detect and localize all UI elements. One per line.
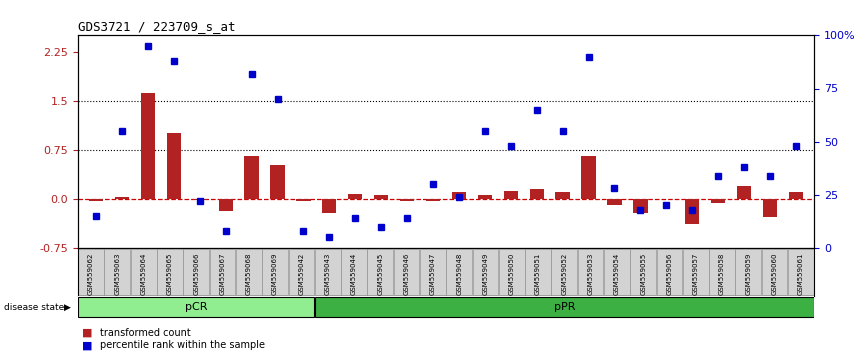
Text: ■: ■ (82, 328, 93, 338)
Bar (192, 199, 207, 200)
Text: GSM559067: GSM559067 (220, 253, 225, 295)
Bar (78, 249, 104, 295)
Bar (131, 249, 157, 295)
Bar (685, 199, 700, 224)
Text: pPR: pPR (553, 302, 575, 312)
Bar (762, 249, 787, 295)
Text: GSM559050: GSM559050 (508, 253, 514, 295)
Bar (504, 191, 518, 199)
Bar (683, 249, 708, 295)
Text: GSM559045: GSM559045 (378, 253, 384, 295)
Bar (499, 249, 525, 295)
Text: GSM559056: GSM559056 (667, 253, 672, 295)
Bar (236, 249, 262, 295)
Bar (578, 249, 604, 295)
Text: disease state: disease state (4, 303, 65, 312)
Bar (141, 93, 155, 199)
Bar (218, 199, 233, 211)
Bar (78, 297, 314, 318)
Bar (789, 192, 803, 199)
Bar (288, 249, 314, 295)
Bar (89, 199, 103, 201)
Bar (446, 249, 472, 295)
Text: GSM559068: GSM559068 (246, 253, 252, 295)
Bar (367, 249, 393, 295)
Bar (400, 199, 414, 201)
Text: GSM559058: GSM559058 (719, 253, 725, 295)
Text: GSM559042: GSM559042 (299, 253, 304, 295)
Bar (555, 192, 570, 199)
Text: GSM559066: GSM559066 (193, 253, 199, 295)
Bar (420, 249, 446, 295)
Text: GSM559047: GSM559047 (430, 253, 436, 295)
Text: GSM559052: GSM559052 (561, 253, 567, 295)
Text: GSM559043: GSM559043 (325, 253, 331, 295)
Text: GSM559053: GSM559053 (588, 253, 593, 295)
Bar (788, 249, 814, 295)
Text: GSM559069: GSM559069 (272, 253, 278, 295)
Text: transformed count: transformed count (100, 328, 191, 338)
Bar (157, 249, 183, 295)
Bar (452, 192, 466, 199)
Bar (105, 249, 130, 295)
Text: GSM559048: GSM559048 (456, 253, 462, 295)
Bar (604, 249, 630, 295)
Bar (322, 199, 337, 213)
Bar (607, 199, 622, 205)
Text: GSM559064: GSM559064 (140, 253, 146, 295)
Text: GSM559051: GSM559051 (535, 253, 541, 295)
Text: GSM559060: GSM559060 (772, 253, 778, 295)
Text: GSM559057: GSM559057 (693, 253, 699, 295)
Bar (735, 249, 761, 295)
Bar (115, 198, 129, 199)
Bar (737, 186, 751, 199)
Bar (270, 165, 285, 199)
Text: GSM559063: GSM559063 (114, 253, 120, 295)
Bar (473, 249, 498, 295)
Text: GSM559055: GSM559055 (640, 253, 646, 295)
Bar (262, 249, 288, 295)
Bar (426, 199, 440, 201)
Bar (525, 249, 551, 295)
Text: ■: ■ (82, 340, 93, 350)
Bar (184, 249, 209, 295)
Bar (296, 199, 311, 201)
Bar (210, 249, 236, 295)
Text: GSM559046: GSM559046 (404, 253, 410, 295)
Bar (763, 199, 777, 217)
Text: ▶: ▶ (64, 303, 71, 312)
Text: GSM559065: GSM559065 (167, 253, 173, 295)
Bar (167, 133, 181, 199)
Bar (581, 156, 596, 199)
Bar (656, 249, 682, 295)
Bar (633, 199, 648, 213)
Text: GSM559061: GSM559061 (798, 253, 804, 295)
Bar (341, 249, 367, 295)
Bar (711, 199, 725, 203)
Text: percentile rank within the sample: percentile rank within the sample (100, 340, 265, 350)
Bar (478, 195, 492, 199)
Bar (530, 189, 544, 199)
Bar (630, 249, 656, 295)
Bar (374, 195, 388, 199)
Text: GSM559049: GSM559049 (482, 253, 488, 295)
Bar (348, 194, 362, 199)
Text: GDS3721 / 223709_s_at: GDS3721 / 223709_s_at (78, 20, 236, 33)
Bar (552, 249, 577, 295)
Text: GSM559054: GSM559054 (614, 253, 620, 295)
Bar (315, 297, 814, 318)
Bar (315, 249, 340, 295)
Bar (394, 249, 419, 295)
Text: pCR: pCR (185, 302, 208, 312)
Bar (709, 249, 735, 295)
Text: GSM559059: GSM559059 (746, 253, 752, 295)
Text: GSM559062: GSM559062 (88, 253, 94, 295)
Bar (244, 156, 259, 199)
Text: GSM559044: GSM559044 (351, 253, 357, 295)
